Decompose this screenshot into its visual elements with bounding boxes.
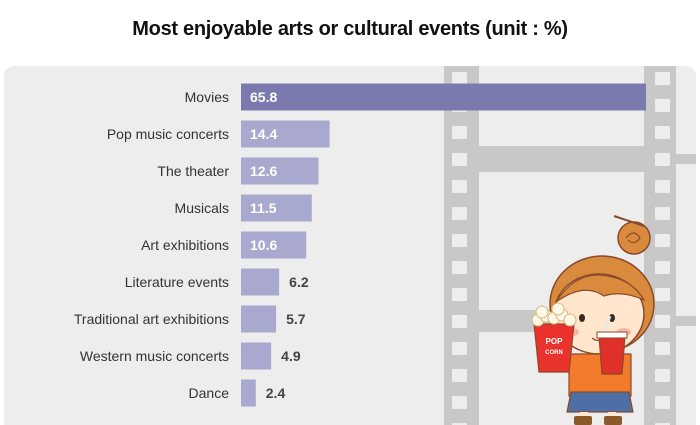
bar-musicals xyxy=(241,194,312,222)
film-sprocket-hole xyxy=(655,153,670,166)
value-label: 4.9 xyxy=(281,348,301,364)
bar-western-music-concerts xyxy=(241,342,272,370)
value-label: 10.6 xyxy=(250,237,277,253)
right-boot xyxy=(604,416,622,425)
film-sprocket-hole xyxy=(655,396,670,409)
film-sprocket-hole xyxy=(452,126,467,139)
hair-bun xyxy=(617,221,651,255)
popcorn-kernel xyxy=(535,305,549,319)
category-label: Pop music concerts xyxy=(107,126,229,142)
film-sprocket-hole xyxy=(452,261,467,274)
category-label: Art exhibitions xyxy=(141,237,229,253)
bars: Movies 65.8 Pop music concerts 14.4 The thea… xyxy=(74,83,646,407)
skirt xyxy=(566,391,634,413)
film-sprocket-hole xyxy=(655,315,670,328)
bar-art-exhibitions xyxy=(241,231,307,259)
value-label: 2.4 xyxy=(266,385,286,401)
film-sprocket-hole xyxy=(452,342,467,355)
hair-bangs xyxy=(555,274,646,303)
bar-pop-music-concerts xyxy=(241,120,330,148)
category-label: Movies xyxy=(185,89,229,105)
film-strip-edge xyxy=(479,154,696,164)
value-label: 11.5 xyxy=(250,200,277,216)
film-sprocket-hole xyxy=(655,234,670,247)
film-sprocket-hole xyxy=(655,72,670,85)
popcorn-label: CORN xyxy=(545,350,563,356)
film-sprocket-hole xyxy=(452,180,467,193)
category-label: Musicals xyxy=(175,200,229,216)
popcorn-label: POP xyxy=(546,337,564,346)
film-sprocket-hole xyxy=(452,315,467,328)
value-label: 12.6 xyxy=(250,163,277,179)
film-sprocket-hole xyxy=(452,72,467,85)
bar-dance xyxy=(241,379,256,407)
popcorn-kernel xyxy=(563,313,577,327)
category-label: Traditional art exhibitions xyxy=(74,311,229,327)
value-label: 14.4 xyxy=(250,126,277,142)
drink-lid xyxy=(596,331,628,339)
film-sprocket-hole xyxy=(452,153,467,166)
film-sprocket-hole xyxy=(452,396,467,409)
bar-traditional-art-exhibitions xyxy=(241,305,277,333)
hair-bun-swirl xyxy=(625,232,641,244)
film-sprocket-hole xyxy=(452,288,467,301)
value-label: 6.2 xyxy=(289,274,309,290)
hair-stick xyxy=(613,215,645,227)
chart-title: Most enjoyable arts or cultural events (… xyxy=(132,18,568,40)
drink-cup xyxy=(598,335,626,375)
film-sprocket-hole xyxy=(655,369,670,382)
category-label: Dance xyxy=(189,385,230,401)
bar-chart: Movies 65.8 Pop music concerts 14.4 The thea… xyxy=(74,66,696,425)
film-sprocket-hole xyxy=(452,234,467,247)
bar-the-theater xyxy=(241,157,319,185)
film-sprocket-hole xyxy=(655,342,670,355)
film-sprocket-hole xyxy=(655,99,670,112)
left-boot xyxy=(574,416,592,425)
popcorn-bucket xyxy=(533,323,575,373)
value-label: 65.8 xyxy=(250,89,277,105)
bar-movies xyxy=(241,83,646,111)
chart-panel: Movies 65.8 Pop music concerts 14.4 The thea… xyxy=(4,66,696,425)
film-sprocket-hole xyxy=(655,126,670,139)
girl-with-popcorn-illustration: POP CORN xyxy=(531,215,655,425)
category-label: Literature events xyxy=(125,274,229,290)
popcorn-kernel xyxy=(551,302,565,316)
film-sprocket-hole xyxy=(452,369,467,382)
film-sprocket-hole xyxy=(655,180,670,193)
film-sprocket-hole xyxy=(655,288,670,301)
film-sprocket-hole xyxy=(452,207,467,220)
bar-literature-events xyxy=(241,268,280,296)
left-eye xyxy=(579,314,585,322)
film-sprocket-hole xyxy=(655,261,670,274)
value-label: 5.7 xyxy=(286,311,306,327)
category-label: Western music concerts xyxy=(80,348,229,364)
film-sprocket-hole xyxy=(655,207,670,220)
right-eye xyxy=(609,314,615,322)
category-label: The theater xyxy=(157,163,229,179)
